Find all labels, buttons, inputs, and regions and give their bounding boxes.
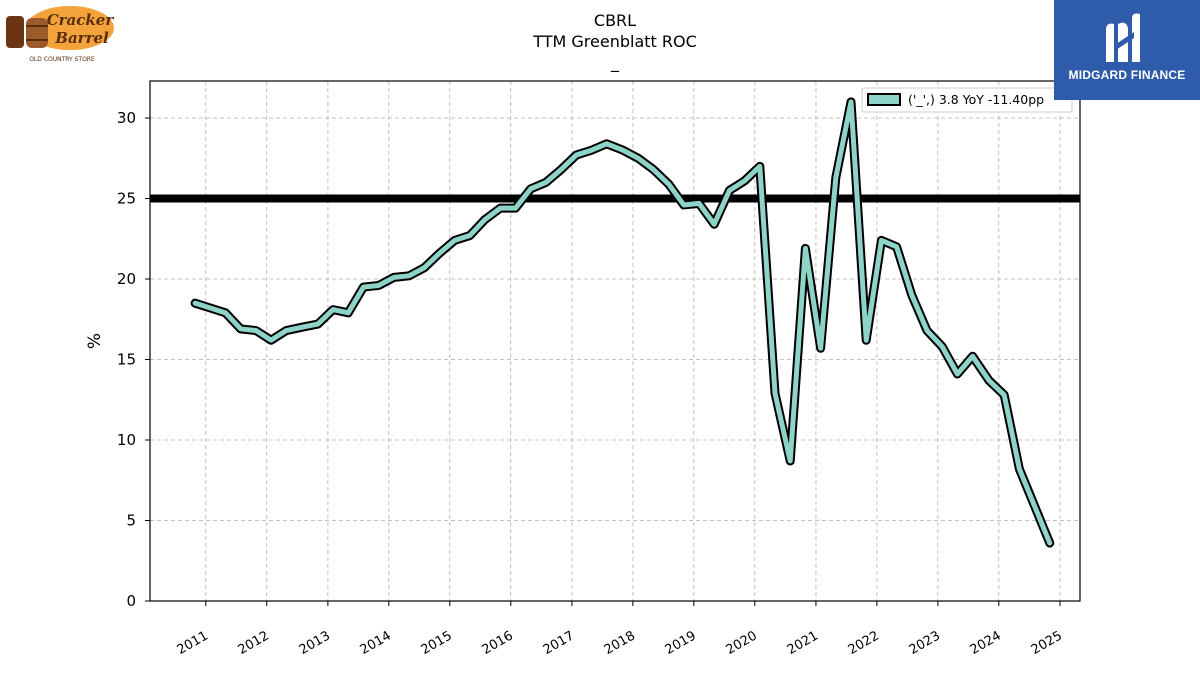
y-axis-ticks: 0 5 10 15 20 25 30 <box>117 109 150 610</box>
brand-name: MIDGARD FINANCE <box>1068 68 1186 82</box>
x-tick-label: 2012 <box>236 628 272 658</box>
midgard-mark-icon <box>1106 13 1140 63</box>
x-tick-label: 2019 <box>663 628 699 658</box>
legend-box <box>861 87 1073 113</box>
cracker-barrel-logo: Cracker Barrel OLD COUNTRY STORE <box>4 4 116 64</box>
x-tick-label: 2020 <box>724 628 760 658</box>
legend: ('_',) 3.8 YoY -11.40pp <box>861 87 1073 113</box>
logo-line-2: Barrel <box>54 29 109 47</box>
series-layer <box>190 97 1055 548</box>
y-axis-label: % <box>85 333 105 349</box>
y-tick-label: 0 <box>126 592 136 610</box>
x-tick-label: 2016 <box>480 628 516 658</box>
y-tick-label: 10 <box>117 431 136 449</box>
x-tick-label: 2015 <box>419 628 455 658</box>
x-tick-label: 2023 <box>907 628 943 658</box>
x-axis-ticks: 2011 2012 2013 2014 2015 2016 2017 2018 2019 2020… <box>175 601 1065 658</box>
legend-swatch <box>867 93 901 106</box>
x-tick-label: 2021 <box>785 628 821 658</box>
chart-title: CBRL <box>593 11 637 30</box>
y-tick-label: 15 <box>117 351 136 369</box>
chart-subtitle: TTM Greenblatt ROC <box>533 32 697 51</box>
chart-subtitle-2: _ <box>611 53 619 72</box>
midgard-finance-logo: MIDGARD FINANCE <box>1054 0 1200 100</box>
logo-tagline: OLD COUNTRY STORE <box>29 56 95 63</box>
x-tick-label: 2011 <box>175 628 211 658</box>
y-tick-label: 30 <box>117 109 136 127</box>
series-line <box>192 99 1053 546</box>
legend-label: ('_',) 3.8 YoY -11.40pp <box>908 92 1044 107</box>
y-tick-label: 20 <box>117 270 136 288</box>
x-tick-label: 2024 <box>968 628 1004 658</box>
x-tick-label: 2013 <box>297 628 333 658</box>
x-tick-label: 2014 <box>358 628 394 658</box>
y-tick-label: 5 <box>126 512 136 530</box>
x-tick-label: 2017 <box>541 628 577 658</box>
y-tick-label: 25 <box>117 190 136 208</box>
x-tick-label: 2025 <box>1029 628 1065 658</box>
x-tick-label: 2022 <box>846 628 882 658</box>
x-tick-label: 2018 <box>602 628 638 658</box>
plot-frame <box>149 80 1081 602</box>
grid <box>150 81 1080 602</box>
logo-line-1: Cracker <box>47 11 115 29</box>
